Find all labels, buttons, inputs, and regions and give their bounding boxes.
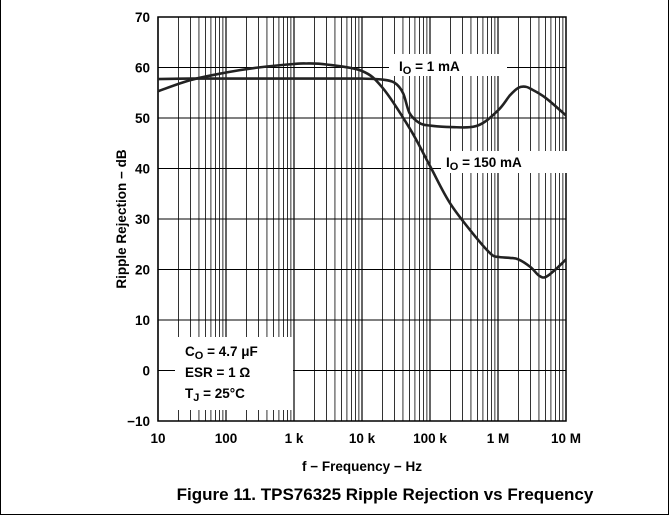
x-tick-label: 1 M (487, 431, 510, 446)
condition-text: ESR = 1 Ω (185, 365, 250, 380)
series-label: IO = 150 mA (446, 155, 522, 173)
figure-caption: Figure 11. TPS76325 Ripple Rejection vs … (177, 485, 594, 504)
x-axis-label: f − Frequency − Hz (302, 459, 422, 474)
y-tick-label: 10 (135, 313, 150, 328)
conditions-box-bg (175, 337, 293, 410)
y-tick-label: 60 (135, 61, 150, 76)
plot-area-border (157, 16, 567, 422)
series-line (157, 77, 567, 129)
y-tick-label: 50 (135, 111, 150, 126)
chart-curves (157, 62, 567, 279)
y-tick-label: 70 (135, 10, 150, 25)
x-tick-label: 100 (215, 431, 238, 446)
conditions-box: CO = 4.7 μF ESR = 1 Ω TJ = 25°C (175, 337, 293, 410)
condition-text: TJ = 25°C (185, 386, 245, 404)
series-labels: IO = 1 mA IO = 150 mA (389, 54, 573, 173)
y-tick-label: 40 (135, 162, 150, 177)
x-tick-label: 10 (150, 431, 165, 446)
y-tick-label: 30 (135, 212, 150, 227)
y-tick-label: −10 (127, 414, 150, 429)
series-label: IO = 1 mA (399, 59, 460, 77)
x-tick-label: 10 M (551, 431, 581, 446)
x-axis-ticks: 10 100 1 k 10 k 100 k 1 M 10 M (150, 431, 581, 446)
x-tick-label: 100 k (413, 431, 447, 446)
condition-text: CO = 4.7 μF (185, 344, 258, 362)
series-label-bg (441, 151, 573, 173)
x-tick-label: 1 k (285, 431, 304, 446)
y-axis-label: Ripple Rejection − dB (114, 149, 129, 288)
y-tick-label: 20 (135, 263, 150, 278)
series-line (157, 62, 567, 279)
y-axis-ticks: −10 0 10 20 30 40 50 60 70 (127, 10, 150, 429)
x-tick-label: 10 k (349, 431, 376, 446)
y-tick-label: 0 (142, 364, 150, 379)
series-label-bg (389, 54, 507, 76)
